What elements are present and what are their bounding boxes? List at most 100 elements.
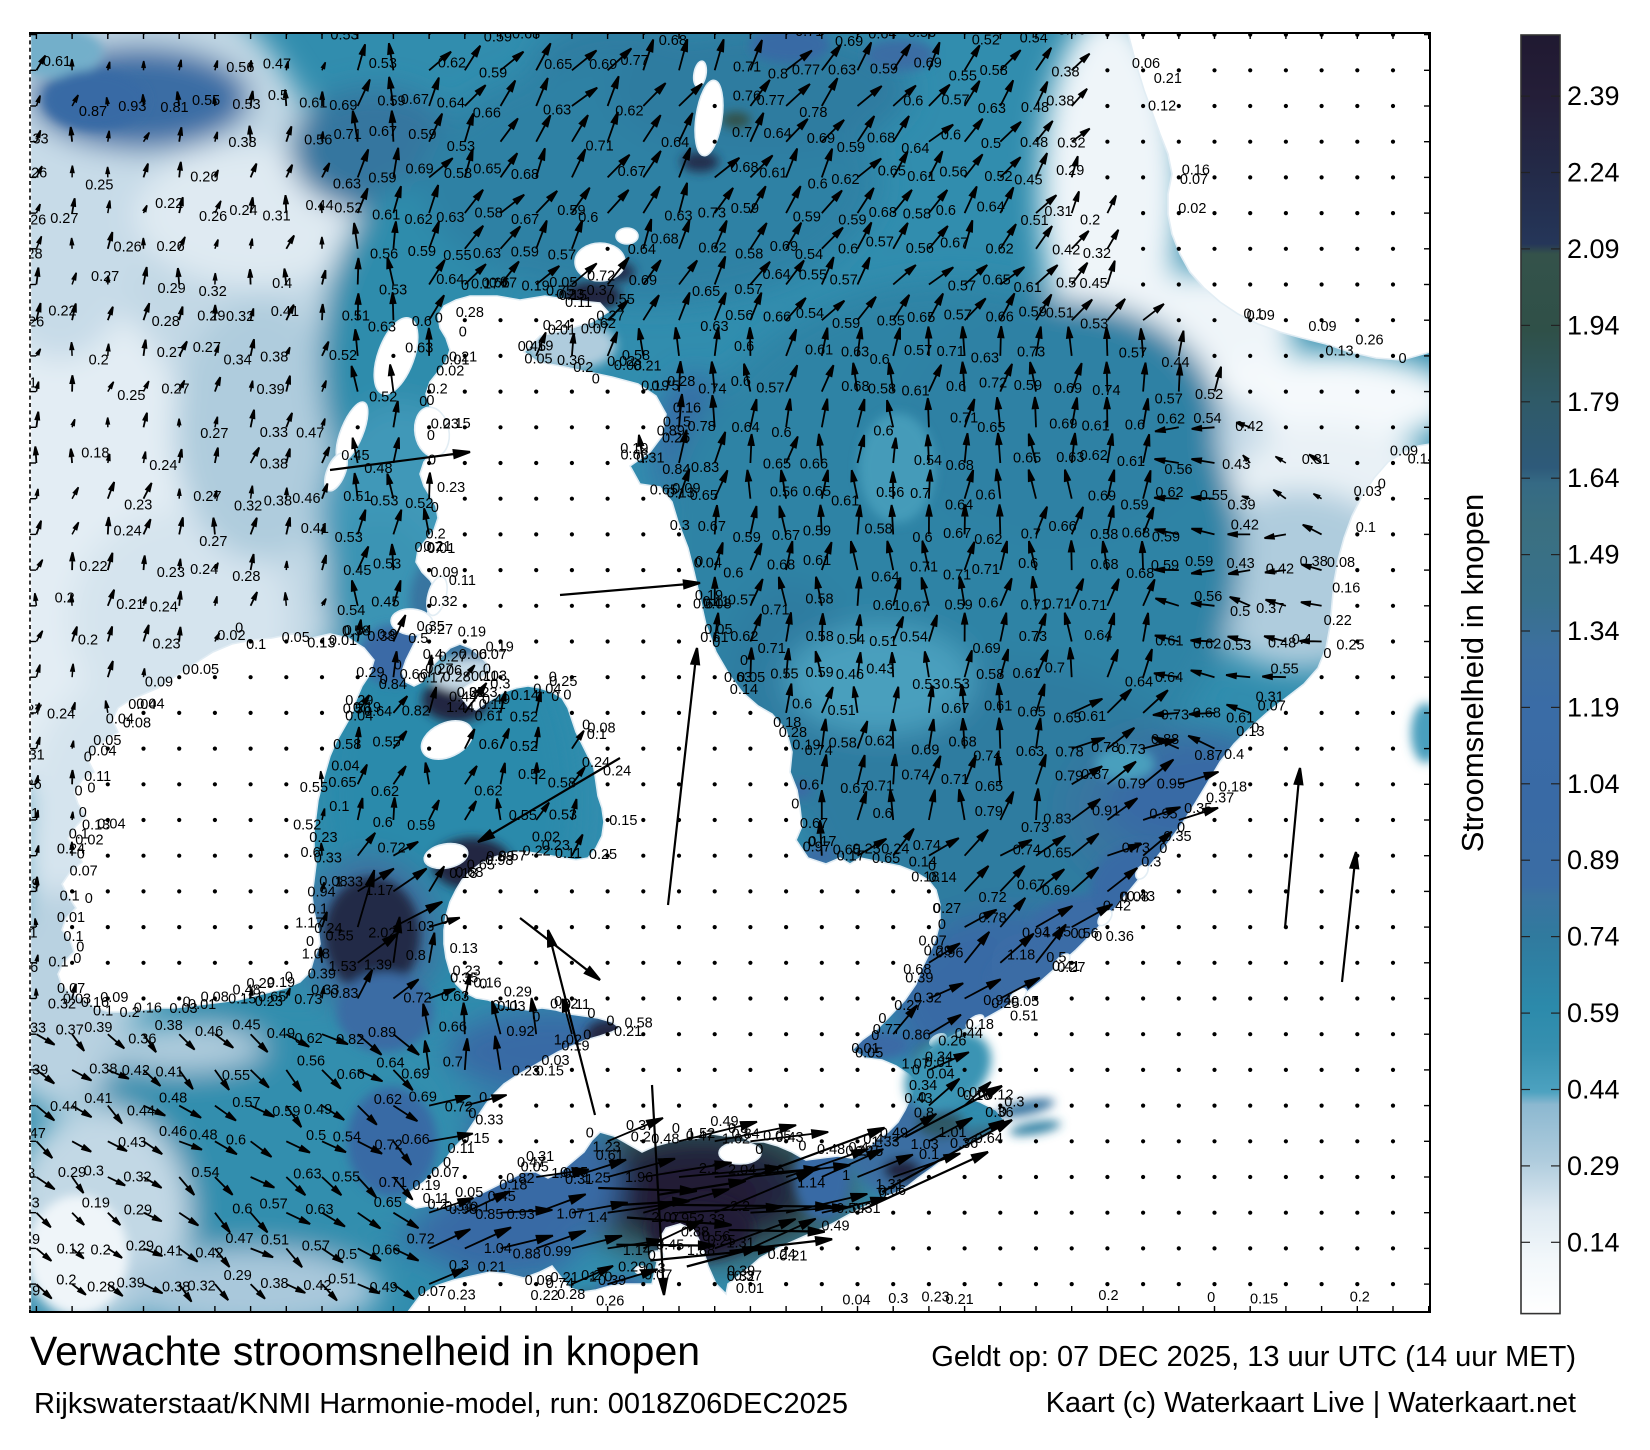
svg-text:0.7: 0.7 — [443, 1054, 463, 1070]
svg-text:0.75: 0.75 — [546, 284, 574, 300]
svg-text:0.39: 0.39 — [84, 1020, 112, 1036]
svg-text:0.49: 0.49 — [710, 1114, 738, 1130]
svg-text:0.24: 0.24 — [149, 458, 177, 474]
svg-text:0.86: 0.86 — [902, 1027, 930, 1043]
svg-text:0.41: 0.41 — [156, 1064, 184, 1080]
svg-text:0.28: 0.28 — [14, 247, 42, 263]
svg-text:0.04: 0.04 — [926, 1067, 954, 1083]
svg-text:0.04: 0.04 — [694, 556, 722, 572]
svg-text:0.66: 0.66 — [400, 667, 428, 683]
svg-text:0.35: 0.35 — [417, 619, 445, 635]
svg-text:0.11: 0.11 — [423, 1191, 450, 1207]
svg-text:0.28: 0.28 — [557, 1287, 585, 1303]
svg-text:0.43: 0.43 — [1227, 556, 1255, 572]
svg-text:0.31: 0.31 — [565, 1172, 593, 1188]
svg-text:0.61: 0.61 — [759, 166, 787, 182]
svg-text:2.07: 2.07 — [651, 1210, 679, 1226]
svg-text:0.62: 0.62 — [588, 316, 616, 332]
svg-text:0.62: 0.62 — [730, 629, 758, 645]
svg-text:0.23: 0.23 — [309, 830, 337, 846]
svg-text:0.19: 0.19 — [641, 379, 669, 395]
svg-text:0.3: 0.3 — [490, 677, 510, 693]
svg-text:0.67: 0.67 — [943, 526, 971, 542]
svg-text:0.63: 0.63 — [543, 102, 571, 118]
svg-text:0.07: 0.07 — [479, 647, 507, 663]
svg-text:0.47: 0.47 — [263, 56, 291, 72]
svg-text:0.6: 0.6 — [226, 1132, 246, 1148]
svg-text:0.4: 0.4 — [1292, 632, 1312, 648]
svg-text:0: 0 — [1378, 477, 1386, 493]
svg-text:1.04: 1.04 — [1567, 769, 1620, 799]
svg-text:0.48: 0.48 — [651, 1131, 679, 1147]
svg-text:0.42: 0.42 — [1052, 242, 1080, 258]
svg-text:1.31: 1.31 — [726, 1236, 754, 1252]
svg-text:0.51: 0.51 — [1021, 213, 1049, 229]
svg-text:0.31: 0.31 — [9, 926, 37, 942]
svg-text:0.32: 0.32 — [914, 991, 942, 1007]
svg-text:0.66: 0.66 — [763, 309, 791, 325]
svg-text:0.45: 0.45 — [371, 595, 399, 611]
svg-text:1.14: 1.14 — [623, 1243, 651, 1259]
svg-text:0.68: 0.68 — [1090, 557, 1118, 573]
svg-text:0.89: 0.89 — [1567, 845, 1620, 875]
svg-text:0.71: 0.71 — [910, 560, 938, 576]
svg-text:0.78: 0.78 — [799, 105, 827, 121]
svg-text:0: 0 — [740, 653, 748, 669]
svg-text:0: 0 — [798, 1139, 806, 1155]
svg-text:0.29: 0.29 — [126, 1239, 154, 1255]
svg-text:0.73: 0.73 — [1019, 629, 1047, 645]
svg-text:0.22: 0.22 — [1324, 613, 1352, 629]
svg-text:0.6: 0.6 — [479, 737, 499, 753]
svg-text:0.36: 0.36 — [10, 960, 38, 976]
svg-text:0.63: 0.63 — [971, 351, 999, 367]
svg-text:0.63: 0.63 — [1016, 744, 1044, 760]
svg-text:0.07: 0.07 — [1258, 699, 1286, 715]
svg-text:0: 0 — [73, 951, 81, 967]
svg-text:2.09: 2.09 — [1567, 234, 1620, 264]
svg-text:0.2: 0.2 — [1080, 213, 1100, 229]
svg-text:0.43: 0.43 — [1127, 889, 1155, 905]
svg-text:0.44: 0.44 — [127, 1104, 155, 1120]
svg-text:0.23: 0.23 — [124, 498, 152, 514]
svg-text:0.09: 0.09 — [1247, 308, 1275, 324]
svg-text:0.57: 0.57 — [941, 93, 969, 109]
svg-text:0.59: 0.59 — [484, 30, 512, 46]
svg-text:0.24: 0.24 — [114, 524, 142, 540]
svg-text:0.27: 0.27 — [425, 662, 453, 678]
svg-text:1.34: 1.34 — [1567, 616, 1620, 646]
svg-text:0.21: 0.21 — [478, 1260, 506, 1276]
svg-text:0.61: 0.61 — [1078, 709, 1106, 725]
svg-text:0.45: 0.45 — [343, 563, 371, 579]
svg-text:0.59: 0.59 — [733, 530, 761, 546]
svg-text:0.52: 0.52 — [329, 348, 357, 364]
svg-text:0.53: 0.53 — [373, 556, 401, 572]
svg-text:0.31: 0.31 — [526, 1149, 554, 1165]
svg-text:1.15: 1.15 — [1043, 924, 1071, 940]
svg-text:0.79: 0.79 — [975, 804, 1003, 820]
svg-text:0.2: 0.2 — [573, 360, 593, 376]
svg-text:0.5: 0.5 — [268, 88, 288, 104]
svg-text:0.62: 0.62 — [438, 56, 466, 72]
svg-text:0.2: 0.2 — [89, 352, 109, 368]
svg-text:0.02: 0.02 — [532, 830, 560, 846]
svg-text:0.69: 0.69 — [589, 57, 617, 73]
svg-text:0.58: 0.58 — [806, 629, 834, 645]
svg-text:0.2: 0.2 — [631, 1129, 651, 1145]
svg-text:0.65: 0.65 — [878, 163, 906, 179]
svg-text:1.79: 1.79 — [1567, 387, 1620, 417]
svg-text:0.15: 0.15 — [228, 992, 256, 1008]
svg-text:0.13: 0.13 — [667, 486, 695, 502]
svg-text:0.63: 0.63 — [700, 319, 728, 335]
svg-text:0.15: 0.15 — [1250, 1292, 1278, 1308]
svg-text:0.11: 0.11 — [492, 998, 519, 1014]
svg-text:0.24: 0.24 — [768, 1247, 796, 1263]
svg-text:0.19: 0.19 — [267, 975, 295, 991]
svg-text:0.27: 0.27 — [91, 269, 119, 285]
svg-text:0: 0 — [551, 689, 559, 705]
svg-text:0.08: 0.08 — [319, 874, 347, 890]
svg-text:0: 0 — [1159, 841, 1167, 857]
svg-text:0.26: 0.26 — [1355, 332, 1383, 348]
svg-text:0.74: 0.74 — [973, 748, 1001, 764]
svg-text:0.36: 0.36 — [950, 1136, 978, 1152]
svg-text:0.94: 0.94 — [307, 885, 335, 901]
